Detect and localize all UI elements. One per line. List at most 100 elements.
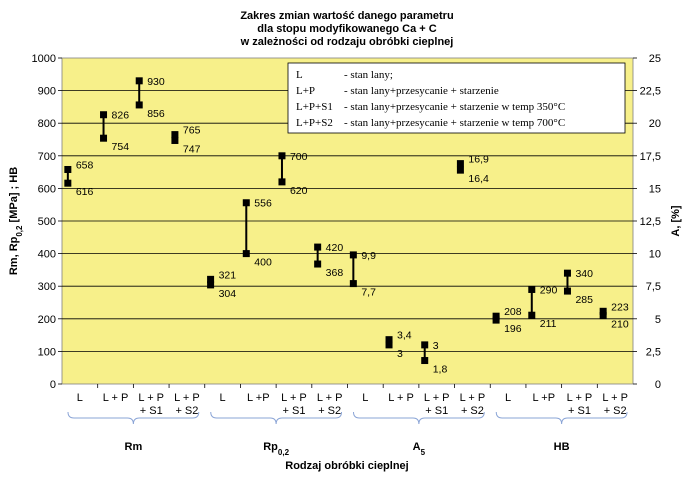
data-label-min: 210 (611, 319, 629, 331)
group-label: Rp0,2 (263, 441, 289, 457)
range-max-marker (456, 160, 464, 168)
range-max-marker (421, 341, 429, 349)
y-axis-left-label: Rm, Rp0,2 [MPa] ; HB (8, 167, 24, 275)
range-max-marker (278, 152, 286, 160)
y-axis-left-label-subscript: 0,2 (15, 225, 24, 237)
range-min-marker (64, 179, 72, 187)
group-bracket (67, 411, 200, 425)
data-label-max: 3 (433, 340, 439, 352)
x-category-label: L (77, 392, 83, 404)
range-max-marker (171, 131, 179, 139)
x-category-label: + S1 (425, 405, 448, 417)
range-min-marker (421, 357, 429, 365)
group-brackets: Rm Rp0,2 A5 HB (67, 411, 628, 457)
data-label-min: 3 (397, 348, 403, 360)
legend-key: L (296, 69, 303, 81)
group-label: Rm (125, 441, 143, 453)
data-label-min: 196 (504, 323, 522, 335)
legend-description: - stan lany; (344, 69, 393, 81)
range-min-marker (207, 281, 215, 289)
y-left-tick-label: 500 (38, 216, 56, 228)
y-left-tick-label: 700 (38, 151, 56, 163)
y-axis-left-label-part: [MPa] ; HB (8, 167, 20, 226)
title-line: w zależności od rodzaju obróbki cieplnej (240, 36, 454, 48)
data-label-max: 700 (290, 151, 308, 163)
y-right-tick-label: 22,5 (640, 86, 661, 98)
range-max-marker (492, 312, 500, 320)
range-max-marker (64, 165, 72, 173)
range-max-marker (314, 243, 322, 251)
data-label-min: 7,7 (361, 287, 376, 299)
x-category-label: L + P (103, 392, 129, 404)
x-category-label: L +P (247, 392, 270, 404)
y-left-tick-label: 900 (38, 86, 56, 98)
range-max-marker (599, 307, 607, 315)
data-label-min: 616 (76, 186, 94, 198)
data-label-max: 223 (611, 301, 629, 313)
range-min-marker (385, 341, 393, 349)
y-right-tick-label: 17,5 (640, 151, 661, 163)
group-label: A5 (413, 441, 426, 457)
chart-title: Zakres zmian wartość danego parametrudla… (240, 10, 454, 48)
data-label-min: 754 (112, 141, 130, 153)
data-label-max: 321 (219, 269, 237, 281)
data-label-max: 420 (326, 242, 344, 254)
range-min-marker (242, 250, 250, 258)
range-min-marker (135, 101, 143, 109)
x-category-label: L (505, 392, 511, 404)
data-label-max: 765 (183, 125, 201, 137)
x-category-label: L + P (174, 392, 200, 404)
y-right-tick-label: 0 (655, 379, 661, 391)
range-max-marker (563, 269, 571, 277)
x-category-label: L + P (317, 392, 343, 404)
data-label-max: 290 (540, 284, 558, 296)
x-category-label: + S2 (604, 405, 627, 417)
data-label-min: 211 (540, 318, 557, 330)
range-max-marker (207, 275, 215, 283)
data-label-max: 16,9 (468, 154, 489, 166)
data-label-min: 400 (254, 257, 272, 269)
legend-key: L+P+S1 (296, 101, 333, 113)
group-label-subscript: 0,2 (278, 448, 290, 457)
group-label-subscript: 5 (421, 448, 426, 457)
range-marks: 658 616 826 754 930 856 765 747 321 304 556 400 700 6… (64, 76, 629, 376)
data-label-max: 3,4 (397, 330, 412, 342)
y-left-tick-label: 300 (38, 281, 56, 293)
y-right-tick-label: 5 (655, 314, 661, 326)
data-label-max: 826 (112, 110, 130, 122)
x-category-label: L + P (602, 392, 628, 404)
group-bracket (353, 411, 485, 425)
data-label-min: 747 (183, 143, 201, 155)
legend: L - stan lany; L+P - stan lany+przesycanie … (287, 62, 626, 134)
legend-key: L+P (296, 85, 315, 97)
range-max-marker (242, 199, 250, 207)
title-line: Zakres zmian wartość danego parametru (240, 10, 453, 22)
x-category-label: L (220, 392, 226, 404)
range-min-marker (528, 311, 536, 319)
x-category-label: + S1 (568, 405, 591, 417)
left-axis-ticks: 0 100 200 300 400 500 600 700 800 900 1000 (32, 53, 56, 391)
y-left-tick-label: 600 (38, 183, 56, 195)
group-bracket (210, 411, 342, 425)
data-label-min: 16,4 (468, 173, 489, 185)
data-label-max: 208 (504, 306, 522, 318)
y-left-tick-label: 800 (38, 118, 56, 130)
range-min-marker (171, 136, 179, 144)
x-category-label: + S2 (318, 405, 341, 417)
legend-box (287, 62, 626, 134)
range-max-marker (528, 285, 536, 293)
y-right-tick-label: 20 (649, 118, 661, 130)
data-label-min: 285 (575, 294, 593, 306)
x-category-label: L + P (281, 392, 307, 404)
range-min-marker (314, 260, 322, 268)
y-right-tick-label: 7,5 (646, 281, 661, 293)
y-left-tick-label: 400 (38, 249, 56, 261)
range-max-marker (135, 77, 143, 85)
y-left-tick-label: 1000 (32, 53, 56, 65)
legend-description: - stan lany+przesycanie + starzenie w te… (344, 117, 565, 129)
range-max-marker (100, 111, 108, 119)
title-line: dla stopu modyfikowanego Ca + C (257, 23, 436, 35)
x-category-label: L + P (138, 392, 164, 404)
